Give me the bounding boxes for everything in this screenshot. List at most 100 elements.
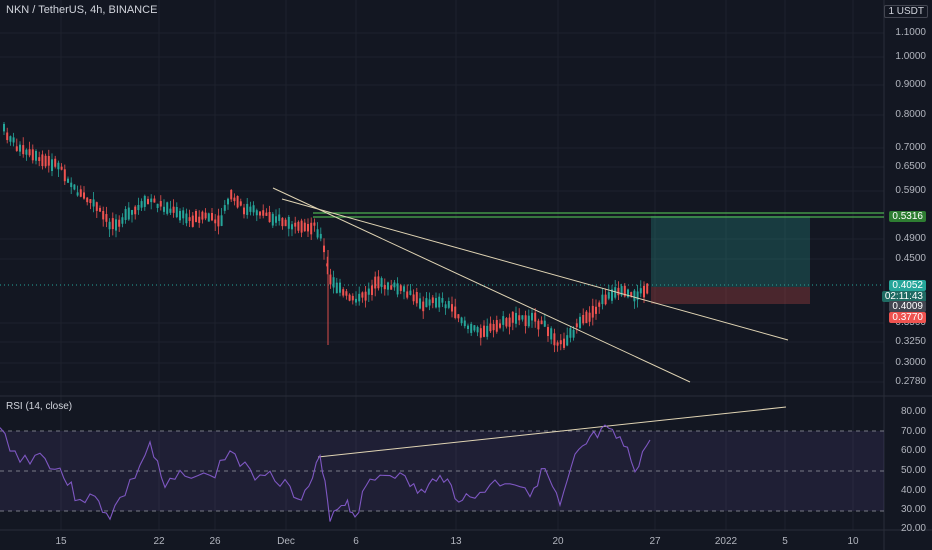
stop-price-tag[interactable]: 0.3770 xyxy=(889,312,926,323)
candle-body xyxy=(623,285,626,297)
price-axis-label: 0.7000 xyxy=(895,142,926,153)
currency-unit-label[interactable]: 1 USDT xyxy=(884,5,928,18)
candle-body xyxy=(262,210,265,216)
candle-body xyxy=(92,199,95,207)
candle-body xyxy=(67,178,69,183)
candle-body xyxy=(159,201,162,207)
target-price-tag[interactable]: 0.5316 xyxy=(889,211,926,222)
candle-body xyxy=(115,219,117,231)
candle-body xyxy=(134,206,137,215)
candle-body xyxy=(281,217,284,227)
candle-body xyxy=(175,207,178,218)
candle-body xyxy=(124,209,127,220)
candle-body xyxy=(70,182,73,188)
candle-body xyxy=(553,333,556,346)
candle-body xyxy=(499,323,501,328)
candle-body xyxy=(249,206,252,212)
candle-body xyxy=(569,328,572,338)
candle-body xyxy=(153,198,156,203)
candle-body xyxy=(409,290,412,295)
symbol-title: NKN / TetherUS, 4h, BINANCE xyxy=(6,4,158,16)
candle-body xyxy=(204,212,207,219)
candle-body xyxy=(89,199,92,204)
candle-body xyxy=(150,198,153,203)
candle-body xyxy=(195,210,197,222)
candle-body xyxy=(47,155,50,166)
candle-body xyxy=(617,287,620,296)
candle-body xyxy=(236,195,239,208)
candle-body xyxy=(156,203,159,208)
candle-body xyxy=(515,312,517,324)
candle-body xyxy=(271,213,274,226)
candle-body xyxy=(102,210,105,220)
candle-body xyxy=(166,202,169,214)
candle-body xyxy=(460,317,463,324)
current-price-tag[interactable]: 0.4052 xyxy=(889,280,926,291)
candle-body xyxy=(575,323,578,328)
candle-body xyxy=(15,146,18,151)
candle-body xyxy=(220,215,223,226)
candle-body xyxy=(604,294,607,305)
candle-body xyxy=(198,216,201,223)
candle-body xyxy=(217,215,220,227)
candle-body xyxy=(86,197,89,203)
candle-body xyxy=(518,315,521,321)
candle-body xyxy=(233,197,236,202)
price-axis-label: 0.8000 xyxy=(895,109,926,120)
candle-body xyxy=(342,289,345,296)
candle-body xyxy=(140,201,143,208)
candle-body xyxy=(307,223,309,232)
candle-body xyxy=(38,157,41,161)
bar-countdown: 02:11:43 xyxy=(881,291,926,302)
candle-body xyxy=(579,316,581,328)
candle-body xyxy=(310,222,313,235)
candle-body xyxy=(348,294,351,301)
candle-body xyxy=(643,285,645,298)
candle-body xyxy=(361,292,364,298)
candle-body xyxy=(591,305,594,318)
candle-body xyxy=(57,162,60,170)
candle-body xyxy=(364,291,367,301)
candle-body xyxy=(255,210,258,216)
rsi-indicator-title[interactable]: RSI (14, close) xyxy=(6,401,73,412)
candle-body xyxy=(540,320,543,325)
candle-body xyxy=(284,219,287,227)
candle-body xyxy=(79,189,82,197)
candle-body xyxy=(297,221,300,231)
candle-body xyxy=(191,215,194,227)
candle-body xyxy=(380,278,383,288)
candle-body xyxy=(259,211,261,216)
candle-body xyxy=(211,212,213,221)
candle-body xyxy=(252,205,255,213)
candle-body xyxy=(335,282,338,294)
candle-body xyxy=(377,276,380,289)
candle-body xyxy=(367,288,370,295)
candle-body xyxy=(559,340,562,345)
candle-body xyxy=(185,213,188,224)
candle-body xyxy=(543,320,546,327)
time-axis-label: 10 xyxy=(847,536,859,547)
candle-body xyxy=(127,207,130,220)
time-axis-label: 27 xyxy=(649,536,661,547)
candle-body xyxy=(291,224,293,230)
candle-body xyxy=(508,317,511,327)
candle-body xyxy=(457,314,460,319)
candle-body xyxy=(169,208,172,213)
candle-body xyxy=(403,286,405,292)
candle-body xyxy=(76,192,79,196)
price-axis-label: 0.3250 xyxy=(895,336,926,347)
price-axis-label: 1.1000 xyxy=(895,27,926,38)
candle-body xyxy=(201,211,204,220)
entry-price-tag[interactable]: 0.4009 xyxy=(889,301,926,312)
candle-body xyxy=(527,315,530,327)
candle-body xyxy=(492,323,495,331)
candle-body xyxy=(246,203,249,215)
candle-body xyxy=(438,296,441,308)
candle-body xyxy=(131,209,133,215)
candle-body xyxy=(479,328,482,338)
candle-body xyxy=(483,325,485,337)
rsi-axis-label: 50.00 xyxy=(900,465,926,476)
candle-body xyxy=(412,294,415,302)
price-axis-label: 0.4500 xyxy=(895,253,926,264)
